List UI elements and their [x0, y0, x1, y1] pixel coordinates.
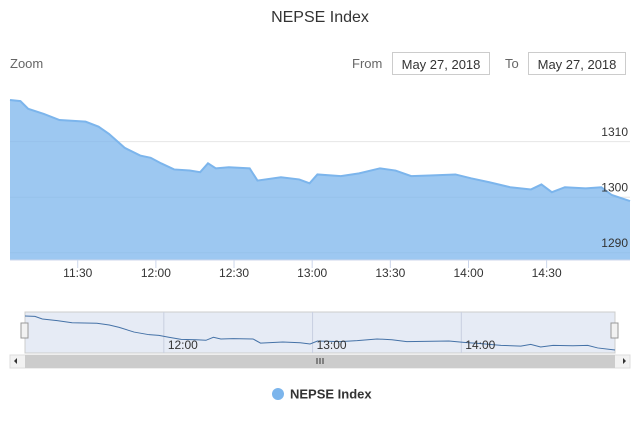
- navigator-handle[interactable]: [20, 322, 29, 339]
- series-line: [9, 99, 631, 203]
- navigator-tick-label: 13:00: [317, 338, 347, 352]
- legend-symbol: [272, 388, 284, 400]
- legend-label[interactable]: NEPSE Index: [290, 386, 372, 401]
- x-tick-label: 14:30: [532, 266, 562, 280]
- area-fill: [10, 100, 630, 260]
- navigator-tick-label: 14:00: [465, 338, 495, 352]
- scroll-grip: [316, 358, 324, 364]
- from-input[interactable]: May 27, 2018: [392, 52, 490, 75]
- y-tick-label: 1310: [601, 125, 628, 139]
- x-tick-label: 12:30: [219, 266, 249, 280]
- chart-title: NEPSE Index: [271, 9, 369, 26]
- x-tick-label: 13:30: [375, 266, 405, 280]
- from-label: From: [352, 56, 383, 71]
- x-tick-label: 14:00: [453, 266, 483, 280]
- x-tick-label: 13:00: [297, 266, 327, 280]
- x-tick-label: 12:00: [141, 266, 171, 280]
- y-tick-label: 1300: [601, 180, 628, 194]
- x-tick-label: 11:30: [63, 266, 92, 280]
- navigator-line: [24, 315, 616, 351]
- to-label: To: [505, 56, 519, 71]
- navigator-handle[interactable]: [610, 322, 619, 339]
- y-tick-label: 1290: [601, 236, 628, 250]
- navigator-tick-label: 12:00: [168, 338, 198, 352]
- to-input[interactable]: May 27, 2018: [528, 52, 626, 75]
- zoom-label: Zoom: [10, 56, 44, 71]
